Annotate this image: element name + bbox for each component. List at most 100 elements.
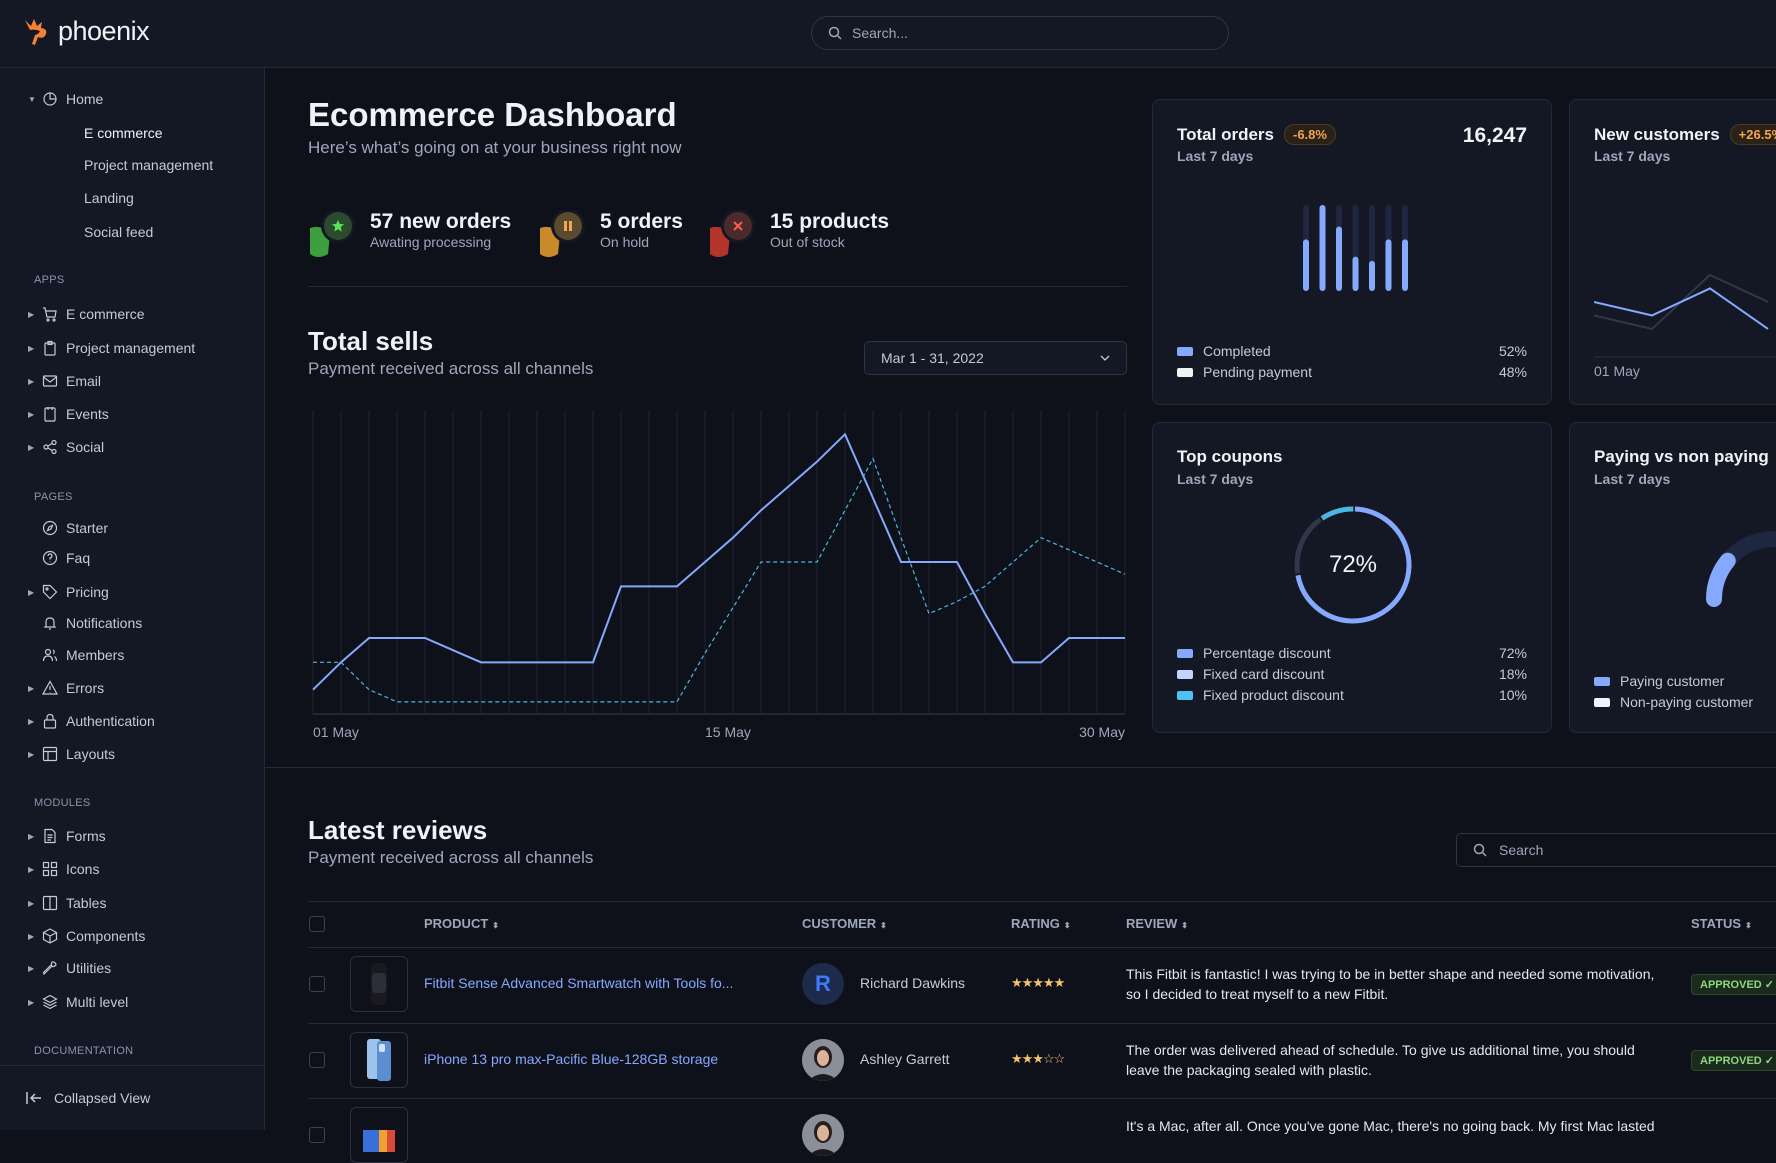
sidebar-item-starter[interactable]: Starter bbox=[28, 517, 108, 539]
icon-wrap bbox=[42, 713, 58, 729]
sidebar-item-members[interactable]: Members bbox=[28, 644, 124, 666]
column-label: RATING bbox=[1011, 916, 1060, 931]
legend-item: Fixed product discount 10% bbox=[1177, 687, 1527, 703]
sidebar-item-notifications[interactable]: Notifications bbox=[28, 612, 142, 634]
card-subtitle: Last 7 days bbox=[1594, 471, 1671, 487]
column-label: STATUS bbox=[1691, 916, 1742, 931]
product-link[interactable]: Fitbit Sense Advanced Smartwatch with To… bbox=[424, 975, 734, 991]
reviews-subtitle: Payment received across all channels bbox=[308, 848, 594, 867]
review-text: It's a Mac, after all. Once you've gone … bbox=[1126, 1118, 1655, 1134]
sidebar-item-events[interactable]: ▶ Events bbox=[28, 403, 109, 425]
total-sells-title: Total sells bbox=[308, 326, 434, 356]
search-icon bbox=[828, 26, 842, 40]
sidebar-item-email[interactable]: ▶ Email bbox=[28, 370, 101, 392]
product-thumbnail[interactable] bbox=[350, 956, 408, 1012]
icon-wrap bbox=[42, 406, 58, 422]
customer-name[interactable]: Ashley Garrett bbox=[860, 1051, 950, 1067]
sidebar-item-label: Email bbox=[66, 373, 102, 389]
column-header-rating[interactable]: RATING ⬍ bbox=[1011, 916, 1071, 931]
bar bbox=[1352, 256, 1359, 291]
customer-name[interactable]: Richard Dawkins bbox=[860, 975, 966, 991]
total-sells-chart: 01 May 15 May 30 May bbox=[312, 410, 1126, 740]
icon-wrap bbox=[42, 647, 58, 663]
share-icon bbox=[43, 439, 57, 455]
sidebar-item-label: E commerce bbox=[66, 306, 145, 322]
sidebar-item-pricing[interactable]: ▶ Pricing bbox=[28, 581, 109, 603]
sidebar-item-social[interactable]: ▶ Social bbox=[28, 436, 104, 458]
sidebar-item-errors[interactable]: ▶ Errors bbox=[28, 677, 104, 699]
reviews-search-input[interactable]: Search bbox=[1456, 833, 1776, 867]
collapsed-view-button[interactable]: Collapsed View bbox=[0, 1065, 265, 1130]
row-checkbox[interactable] bbox=[309, 1127, 325, 1143]
caret-right-icon: ▶ bbox=[28, 716, 35, 726]
select-all-checkbox[interactable] bbox=[309, 916, 325, 932]
legend-label: Fixed product discount bbox=[1203, 687, 1344, 703]
sidebar-item-label: Errors bbox=[66, 680, 105, 696]
caret-right-icon: ▶ bbox=[28, 749, 35, 759]
person-photo bbox=[802, 1039, 844, 1081]
sidebar-item-label: Events bbox=[66, 406, 109, 422]
column-header-product[interactable]: PRODUCT ⬍ bbox=[424, 916, 499, 931]
sidebar-section-modules: MODULES bbox=[34, 797, 91, 809]
sidebar-item-utilities[interactable]: ▶ Utilities bbox=[28, 957, 111, 979]
icon-wrap bbox=[42, 584, 58, 600]
sidebar-subitem-e-commerce[interactable]: E commerce bbox=[84, 125, 163, 141]
product-link[interactable]: iPhone 13 pro max-Pacific Blue-128GB sto… bbox=[424, 1051, 719, 1067]
page-title: Ecommerce Dashboard bbox=[308, 96, 677, 133]
sidebar-item-components[interactable]: ▶ Components bbox=[28, 925, 145, 947]
sidebar-item-home[interactable]: ▼ Home bbox=[28, 88, 103, 110]
stat-text: 15 products Out of stock bbox=[770, 210, 889, 250]
sidebar-item-icons[interactable]: ▶ Icons bbox=[28, 858, 99, 880]
search-input[interactable]: Search... bbox=[811, 16, 1229, 50]
sort-icon: ⬍ bbox=[492, 921, 499, 930]
row-checkbox[interactable] bbox=[309, 976, 325, 992]
product-thumbnail[interactable] bbox=[350, 1107, 408, 1163]
sidebar-subitem-landing[interactable]: Landing bbox=[84, 190, 134, 206]
series-line-dashed bbox=[313, 457, 1126, 703]
column-header-status[interactable]: STATUS ⬍ bbox=[1691, 916, 1752, 931]
sort-icon: ⬍ bbox=[1063, 921, 1071, 930]
macbook-image bbox=[363, 1130, 395, 1152]
product-thumbnail[interactable] bbox=[350, 1032, 408, 1088]
sidebar-item-label: Notifications bbox=[66, 615, 143, 631]
card-title: Top coupons bbox=[1177, 447, 1283, 466]
sidebar-item-label: Faq bbox=[66, 550, 91, 566]
reviews-title: Latest reviews bbox=[308, 815, 488, 845]
stat-0: 57 new orders Awating processing bbox=[308, 209, 511, 260]
legend-label: Fixed card discount bbox=[1203, 666, 1325, 682]
sidebar-item-authentication[interactable]: ▶ Authentication bbox=[28, 710, 155, 732]
column-label: CUSTOMER bbox=[802, 916, 877, 931]
icon-wrap bbox=[42, 680, 58, 696]
mail-icon bbox=[42, 375, 58, 387]
top-coupons-card: Top coupons Last 7 days 72% Percentage d… bbox=[1152, 422, 1552, 733]
sidebar-item-label: Multi level bbox=[66, 994, 129, 1010]
caret-right-icon: ▶ bbox=[28, 931, 35, 941]
sidebar-item-faq[interactable]: Faq bbox=[28, 547, 90, 569]
lock-icon bbox=[43, 713, 57, 729]
date-range-select[interactable]: Mar 1 - 31, 2022 bbox=[864, 341, 1127, 375]
sidebar-item-multi-level[interactable]: ▶ Multi level bbox=[28, 991, 128, 1013]
icon-wrap bbox=[42, 861, 58, 877]
rating-stars: ★★★☆☆ bbox=[1011, 1051, 1065, 1066]
sidebar-item-project-management[interactable]: ▶ Project management bbox=[28, 337, 195, 359]
layers-icon bbox=[42, 994, 58, 1010]
sidebar-subitem-social-feed[interactable]: Social feed bbox=[84, 224, 154, 240]
icon-wrap bbox=[42, 340, 58, 356]
sidebar-item-forms[interactable]: ▶ Forms bbox=[28, 825, 106, 847]
sidebar-item-layouts[interactable]: ▶ Layouts bbox=[28, 743, 115, 765]
column-header-customer[interactable]: CUSTOMER ⬍ bbox=[802, 916, 887, 931]
sidebar-item-tables[interactable]: ▶ Tables bbox=[28, 892, 106, 914]
date-range-value: Mar 1 - 31, 2022 bbox=[881, 350, 984, 366]
clipboard-icon bbox=[44, 340, 56, 356]
sidebar-subitem-project-management[interactable]: Project management bbox=[84, 157, 214, 173]
page-subtitle: Here’s what’s going on at your business … bbox=[308, 138, 682, 157]
sidebar-item-label: Project management bbox=[66, 340, 196, 356]
icon-wrap bbox=[42, 895, 58, 911]
row-checkbox[interactable] bbox=[309, 1052, 325, 1068]
logo[interactable]: phoenix bbox=[22, 16, 150, 47]
caret-right-icon: ▶ bbox=[28, 831, 35, 841]
sidebar-item-e-commerce[interactable]: ▶ E commerce bbox=[28, 303, 145, 325]
legend-value: 18% bbox=[1498, 666, 1527, 682]
column-header-review[interactable]: REVIEW ⬍ bbox=[1126, 916, 1188, 931]
stat-icon-wrap bbox=[538, 209, 592, 260]
